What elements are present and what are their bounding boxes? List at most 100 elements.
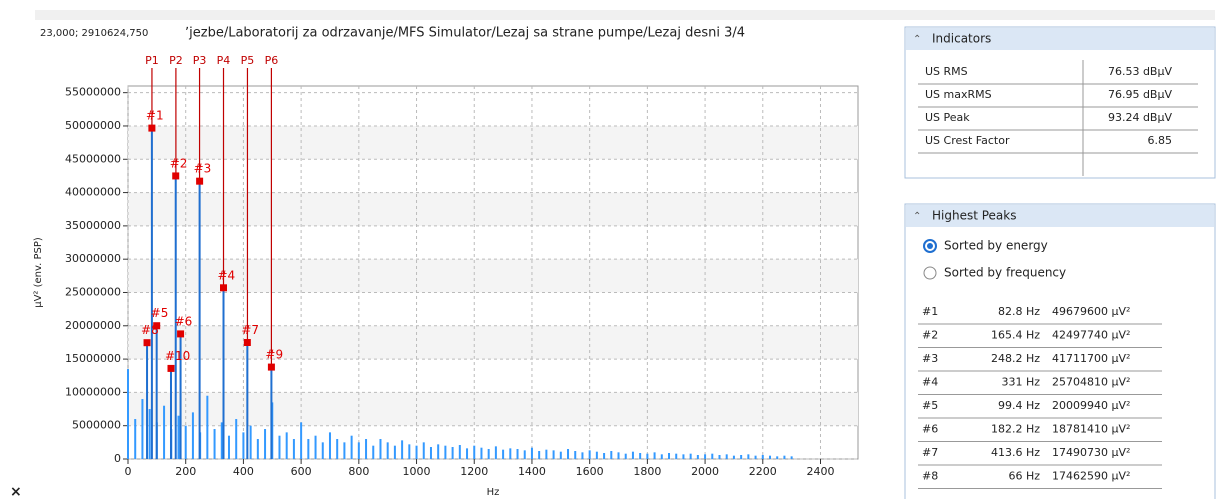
peak-label: #8 <box>141 323 159 337</box>
radio[interactable] <box>923 266 937 280</box>
spectrum-bar <box>631 451 634 459</box>
spectrum-bar <box>783 455 786 459</box>
spectrum-bar <box>148 409 151 459</box>
marker-label: P5 <box>241 54 255 67</box>
panel-title: Highest Peaks <box>932 209 1016 223</box>
peak-marker <box>148 124 156 132</box>
x-tick-label: 1600 <box>576 465 604 478</box>
peak-rank: #3 <box>922 352 938 365</box>
spectrum-bar <box>624 453 627 459</box>
y-axis-label: µV² (env. PSP) <box>33 237 44 308</box>
peak-energy: 18781410 µV² <box>1052 423 1130 436</box>
x-tick-label: 400 <box>233 465 254 478</box>
marker-label: P2 <box>169 54 183 67</box>
spectrum-bar <box>177 415 180 459</box>
y-tick-label: 40000000 <box>65 186 121 199</box>
spectrum-bar <box>646 453 649 459</box>
peak-marker <box>143 339 151 347</box>
spectrum-bar <box>415 445 418 459</box>
marker-label: P6 <box>265 54 279 67</box>
spectrum-bar <box>509 448 512 459</box>
peak-marker <box>243 338 251 346</box>
spectrum-bar <box>603 453 606 459</box>
spectrum-bar <box>357 442 360 459</box>
indicator-name: US maxRMS <box>925 88 992 101</box>
y-tick-label: 5000000 <box>72 419 121 432</box>
peak-energy: 17490730 µV² <box>1052 446 1130 459</box>
spectrum-bar <box>689 453 692 459</box>
spectrum-bar <box>437 444 440 459</box>
collapse-icon[interactable]: ⌃ <box>913 211 921 222</box>
spectrum-bar <box>790 456 793 459</box>
x-tick-label: 0 <box>125 465 132 478</box>
spectrum-bar <box>581 452 584 459</box>
panel-header[interactable] <box>906 205 1214 227</box>
panel-header[interactable] <box>906 28 1214 50</box>
spectrum-bar <box>429 447 432 459</box>
spectrum-bar <box>343 442 346 459</box>
grid-band <box>128 125 858 160</box>
spectrum-bar <box>300 422 303 459</box>
grid-band <box>128 259 858 293</box>
indicator-name: US Crest Factor <box>925 134 1010 147</box>
spectrum-bar <box>516 449 519 459</box>
close-icon[interactable]: × <box>10 484 22 500</box>
radio-label: Sorted by energy <box>944 239 1048 253</box>
x-tick-label: 2400 <box>806 465 834 478</box>
peak-label: #2 <box>170 156 188 170</box>
path: ʼjezbe/Laboratorij za odrzavanje/MFS Sim… <box>185 26 745 41</box>
peak-label: #3 <box>194 162 212 176</box>
y-tick-label: 30000000 <box>65 252 121 265</box>
spectrum-bar <box>278 435 281 459</box>
peak-rank: #4 <box>922 376 938 389</box>
spectrum-bar <box>768 455 771 459</box>
peak-label: #6 <box>175 314 193 328</box>
spectrum-bar <box>718 455 721 459</box>
spectrum-bar <box>184 425 187 459</box>
spectrum-bar <box>740 455 743 459</box>
spectrum-bar <box>242 432 245 459</box>
spectrum-bar <box>538 451 541 459</box>
peak-frequency: 248.2 Hz <box>991 352 1040 365</box>
spectrum-bar <box>264 429 267 459</box>
grid-band <box>128 192 858 226</box>
indicator-name: US Peak <box>925 111 970 124</box>
peak-frequency: 413.6 Hz <box>991 446 1040 459</box>
spectrum-bar <box>127 369 129 459</box>
peak-frequency: 66 Hz <box>1008 470 1040 483</box>
spectrum-bar <box>466 448 469 459</box>
spectrum-bar <box>588 450 591 459</box>
spectrum-bar <box>725 454 728 459</box>
coords: 23,000; 2910624,750 <box>40 28 148 39</box>
spectrum-bar <box>365 439 368 459</box>
spectrum-bar <box>328 432 331 459</box>
spectrum-bar <box>545 449 548 459</box>
spectrum-bar <box>314 435 317 459</box>
x-tick-label: 600 <box>291 465 312 478</box>
y-tick-label: 50000000 <box>65 119 121 132</box>
peak-energy: 49679600 µV² <box>1052 305 1130 318</box>
spectrum-bar <box>559 451 562 459</box>
y-tick-label: 20000000 <box>65 319 121 332</box>
peak-frequency: 182.2 Hz <box>991 423 1040 436</box>
spectrum-bar <box>567 449 570 459</box>
spectrum-bar <box>494 446 497 459</box>
collapse-icon[interactable]: ⌃ <box>913 34 921 45</box>
spectrum-bar <box>444 445 447 459</box>
peak-frequency: 331 Hz <box>1001 376 1040 389</box>
spectrum-bar <box>487 449 490 459</box>
spectrum-bar <box>372 445 375 459</box>
spectrum-bar <box>401 440 404 459</box>
peak-energy: 42497740 µV² <box>1052 329 1130 342</box>
peak-marker <box>177 330 185 338</box>
spectrum-bar <box>595 451 598 459</box>
x-tick-label: 1400 <box>518 465 546 478</box>
marker-label: P3 <box>193 54 207 67</box>
peak-label: #7 <box>241 323 259 337</box>
spectrum-bar <box>249 425 252 459</box>
spectrum-bar <box>307 439 310 459</box>
radio-label: Sorted by frequency <box>944 266 1066 280</box>
peak-rank: #6 <box>922 423 938 436</box>
x-axis-label: Hz <box>487 487 500 498</box>
